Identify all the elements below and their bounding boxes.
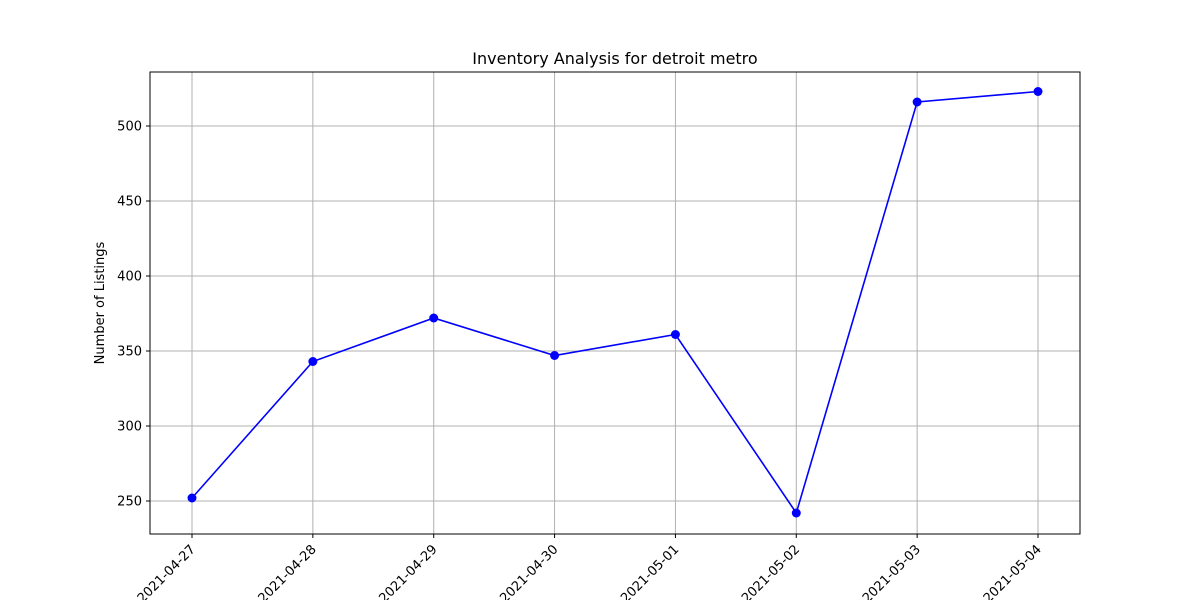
y-tick-label: 300 — [117, 420, 142, 435]
data-point — [429, 313, 439, 323]
data-point — [912, 97, 922, 107]
data-point — [791, 508, 801, 518]
x-tick-label: 2021-04-29 — [377, 542, 441, 600]
x-tick-label: 2021-05-01 — [618, 542, 682, 600]
y-tick-label: 400 — [117, 270, 142, 285]
x-tick-label: 2021-05-03 — [860, 542, 924, 600]
x-axis-ticks: 2021-04-27 2021-04-28 2021-04-29 2021-04-30… — [135, 534, 1045, 600]
y-tick-label: 500 — [117, 120, 142, 135]
x-tick-label: 2021-04-28 — [256, 542, 320, 600]
series-line — [191, 90, 1039, 515]
x-tick-label: 2021-04-27 — [135, 542, 199, 600]
y-axis-ticks: 250 300 350 400 450 500 — [117, 120, 150, 510]
data-point — [308, 357, 318, 366]
x-tick-label: 2021-04-30 — [497, 542, 561, 600]
x-tick-label: 2021-05-02 — [739, 542, 803, 600]
data-point — [550, 351, 560, 360]
y-tick-label: 450 — [117, 195, 142, 210]
data-point — [1033, 87, 1043, 96]
series-layer — [187, 87, 1043, 518]
data-point — [187, 493, 197, 503]
y-axis-label: Number of Listings — [93, 241, 108, 364]
x-tick-label: 2021-05-04 — [981, 542, 1045, 600]
y-tick-label: 350 — [117, 345, 142, 360]
grid — [150, 72, 1080, 534]
plot-area-frame — [149, 71, 1081, 535]
data-point — [670, 330, 680, 339]
chart-title: Inventory Analysis for detroit metro — [472, 49, 757, 68]
y-tick-label: 250 — [117, 495, 142, 510]
